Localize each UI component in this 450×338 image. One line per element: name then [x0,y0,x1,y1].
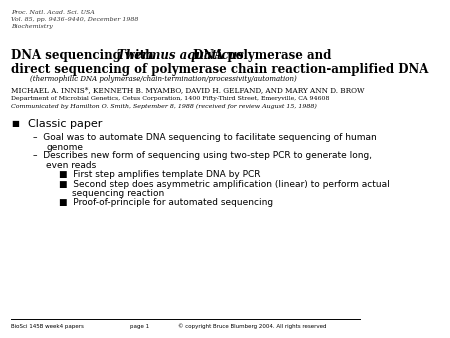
Text: sequencing reaction: sequencing reaction [72,189,165,198]
Text: Classic paper: Classic paper [28,119,102,129]
Text: MICHAEL A. INNIS*, KENNETH B. MYAMBO, DAVID H. GELFAND, AND MARY ANN D. BROW: MICHAEL A. INNIS*, KENNETH B. MYAMBO, DA… [11,86,364,94]
Text: Department of Microbial Genetics, Cetus Corporation, 1400 Fifty-Third Street, Em: Department of Microbial Genetics, Cetus … [11,96,330,101]
Text: direct sequencing of polymerase chain reaction-amplified DNA: direct sequencing of polymerase chain re… [11,63,428,75]
Text: Proc. Natl. Acad. Sci. USA
Vol. 85, pp. 9436–9440, December 1988
Biochemistry: Proc. Natl. Acad. Sci. USA Vol. 85, pp. … [11,10,139,29]
Text: –  Goal was to automate DNA sequencing to facilitate sequencing of human: – Goal was to automate DNA sequencing to… [33,133,377,142]
Text: genome: genome [46,143,83,152]
Text: page 1: page 1 [130,324,149,329]
Text: Thermus aquaticus: Thermus aquaticus [117,49,243,62]
Text: ■: ■ [11,119,19,128]
Text: © copyright Bruce Blumberg 2004. All rights reserved: © copyright Bruce Blumberg 2004. All rig… [178,324,327,330]
Text: Communicated by Hamilton O. Smith, September 8, 1988 (received for review August: Communicated by Hamilton O. Smith, Septe… [11,104,317,109]
Text: BioSci 145B week4 papers: BioSci 145B week4 papers [11,324,84,329]
Text: ■  Proof-of-principle for automated sequencing: ■ Proof-of-principle for automated seque… [59,198,274,207]
Text: DNA sequencing with: DNA sequencing with [11,49,158,62]
Text: DNA polymerase and: DNA polymerase and [189,49,332,62]
Text: ■  Second step does asymmetric amplification (linear) to perform actual: ■ Second step does asymmetric amplificat… [59,180,390,189]
Text: (thermophilic DNA polymerase/chain-termination/processivity/automation): (thermophilic DNA polymerase/chain-termi… [30,75,297,83]
Text: –  Describes new form of sequencing using two-step PCR to generate long,: – Describes new form of sequencing using… [33,151,373,161]
Text: even reads: even reads [46,161,97,170]
Text: ■  First step amplifies template DNA by PCR: ■ First step amplifies template DNA by P… [59,170,261,179]
